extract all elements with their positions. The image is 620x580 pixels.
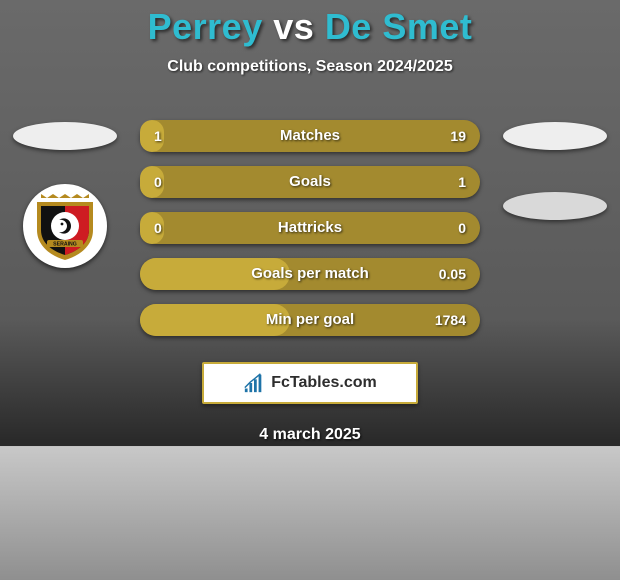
stat-value-right: 19 xyxy=(450,120,466,152)
stat-row: Goals0 1 xyxy=(140,166,480,198)
fctables-logo-icon xyxy=(243,372,265,394)
brand-text: FcTables.com xyxy=(271,374,377,392)
club-b-oval xyxy=(503,192,607,220)
stat-row: Goals per match0.05 xyxy=(140,258,480,290)
stat-label: Goals xyxy=(140,166,480,198)
title-vs: vs xyxy=(273,6,314,47)
stat-value-left: 1 xyxy=(154,120,162,152)
seraing-crest-icon: SERAING xyxy=(29,190,101,262)
stat-row: Hattricks0 0 xyxy=(140,212,480,244)
date-text: 4 march 2025 xyxy=(0,426,620,444)
stat-label: Min per goal xyxy=(140,304,480,336)
title-player-a: Perrey xyxy=(148,6,263,47)
stat-label: Hattricks xyxy=(140,212,480,244)
title-player-b: De Smet xyxy=(325,6,473,47)
stat-row: Min per goal1784 xyxy=(140,304,480,336)
stat-value-right: 1784 xyxy=(435,304,466,336)
player-a-oval xyxy=(13,122,117,150)
player-b-oval xyxy=(503,122,607,150)
stat-row: Matches1 19 xyxy=(140,120,480,152)
left-player-marker xyxy=(10,122,120,150)
stats-column: Matches119Goals01Hattricks00Goals per ma… xyxy=(140,120,480,350)
right-player-marker xyxy=(500,122,610,150)
stat-value-left: 0 xyxy=(154,166,162,198)
left-club-marker: SERAING xyxy=(10,176,120,268)
stat-value-right: 1 xyxy=(458,166,466,198)
club-a-crest: SERAING xyxy=(23,184,107,268)
stat-label: Matches xyxy=(140,120,480,152)
stat-value-right: 0.05 xyxy=(439,258,466,290)
stat-label: Goals per match xyxy=(140,258,480,290)
brand-box: FcTables.com xyxy=(202,362,418,404)
stat-value-left: 0 xyxy=(154,212,162,244)
subtitle: Club competitions, Season 2024/2025 xyxy=(0,58,620,76)
page-title: Perrey vs De Smet xyxy=(0,0,620,48)
svg-text:SERAING: SERAING xyxy=(53,242,77,248)
right-club-marker xyxy=(500,176,610,220)
stat-value-right: 0 xyxy=(458,212,466,244)
